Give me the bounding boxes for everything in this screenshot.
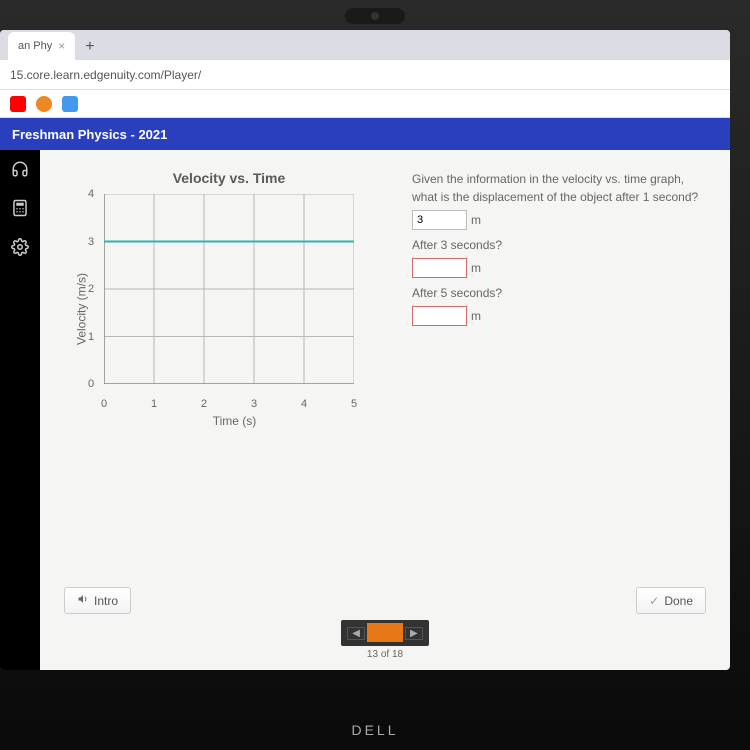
answer-label: After 5 seconds? bbox=[412, 284, 706, 302]
headphones-icon[interactable] bbox=[11, 160, 29, 183]
browser-tab[interactable]: an Phy × bbox=[8, 32, 75, 60]
x-tick: 2 bbox=[201, 398, 207, 410]
work-area: Velocity vs. Time Velocity (m/s) Time (s… bbox=[64, 170, 706, 581]
prev-page-button[interactable]: ◀ bbox=[347, 627, 365, 640]
main-panel: Velocity vs. Time Velocity (m/s) Time (s… bbox=[40, 150, 730, 670]
progress-strip: ◀ ▶ bbox=[341, 620, 428, 646]
answer-row: m bbox=[412, 210, 706, 230]
bookmarks-bar bbox=[0, 90, 730, 118]
course-title: Freshman Physics - 2021 bbox=[12, 127, 167, 142]
speaker-icon bbox=[77, 593, 89, 608]
left-toolbar bbox=[0, 150, 40, 670]
answer-label: After 3 seconds? bbox=[412, 236, 706, 254]
laptop-frame: an Phy × + 15.core.learn.edgenuity.com/P… bbox=[0, 0, 750, 750]
check-icon: ✓ bbox=[649, 594, 659, 608]
tab-title: an Phy bbox=[18, 40, 52, 52]
bottom-bar: Intro ✓ Done bbox=[64, 581, 706, 614]
intro-label: Intro bbox=[94, 594, 118, 608]
progress-text: 13 of 18 bbox=[64, 649, 706, 660]
laptop-brand-logo: DELL bbox=[351, 722, 398, 738]
url-bar[interactable]: 15.core.learn.edgenuity.com/Player/ bbox=[0, 60, 730, 90]
content-area: Velocity vs. Time Velocity (m/s) Time (s… bbox=[0, 150, 730, 670]
course-header: Freshman Physics - 2021 bbox=[0, 118, 730, 150]
bookmark-icon[interactable] bbox=[10, 96, 26, 112]
x-tick: 0 bbox=[101, 398, 107, 410]
gear-icon[interactable] bbox=[11, 238, 29, 261]
unit-label: m bbox=[471, 259, 481, 277]
chart-title: Velocity vs. Time bbox=[64, 170, 394, 186]
x-axis-label: Time (s) bbox=[213, 414, 257, 428]
webcam bbox=[345, 8, 405, 24]
bookmark-icon[interactable] bbox=[36, 96, 52, 112]
y-axis-label: Velocity (m/s) bbox=[75, 273, 89, 345]
answer-row: m bbox=[412, 258, 706, 278]
url-text: 15.core.learn.edgenuity.com/Player/ bbox=[10, 68, 201, 82]
done-button[interactable]: ✓ Done bbox=[636, 587, 706, 614]
velocity-chart: Velocity (m/s) Time (s) 01234 012345 bbox=[64, 194, 374, 424]
bookmark-icon[interactable] bbox=[62, 96, 78, 112]
answer-input[interactable] bbox=[412, 258, 467, 278]
y-tick: 2 bbox=[88, 283, 94, 295]
question-column: Given the information in the velocity vs… bbox=[412, 170, 706, 581]
new-tab-button[interactable]: + bbox=[75, 34, 104, 60]
close-tab-icon[interactable]: × bbox=[58, 39, 65, 53]
next-page-button[interactable]: ▶ bbox=[405, 627, 423, 640]
question-prompt: Given the information in the velocity vs… bbox=[412, 170, 706, 206]
answer-row: m bbox=[412, 306, 706, 326]
progress-square[interactable] bbox=[401, 623, 403, 642]
x-tick: 3 bbox=[251, 398, 257, 410]
chart-column: Velocity vs. Time Velocity (m/s) Time (s… bbox=[64, 170, 394, 581]
done-label: Done bbox=[664, 594, 693, 608]
y-tick: 1 bbox=[88, 331, 94, 343]
chart-svg bbox=[104, 194, 354, 384]
x-tick: 4 bbox=[301, 398, 307, 410]
browser-tab-strip: an Phy × + bbox=[0, 30, 730, 60]
y-tick: 4 bbox=[88, 188, 94, 200]
answer-input[interactable] bbox=[412, 210, 467, 230]
y-tick: 0 bbox=[88, 378, 94, 390]
x-tick: 5 bbox=[351, 398, 357, 410]
x-tick: 1 bbox=[151, 398, 157, 410]
unit-label: m bbox=[471, 307, 481, 325]
y-tick: 3 bbox=[88, 236, 94, 248]
calculator-icon[interactable] bbox=[11, 199, 29, 222]
unit-label: m bbox=[471, 211, 481, 229]
answer-input[interactable] bbox=[412, 306, 467, 326]
screen: an Phy × + 15.core.learn.edgenuity.com/P… bbox=[0, 30, 730, 670]
intro-button[interactable]: Intro bbox=[64, 587, 131, 614]
